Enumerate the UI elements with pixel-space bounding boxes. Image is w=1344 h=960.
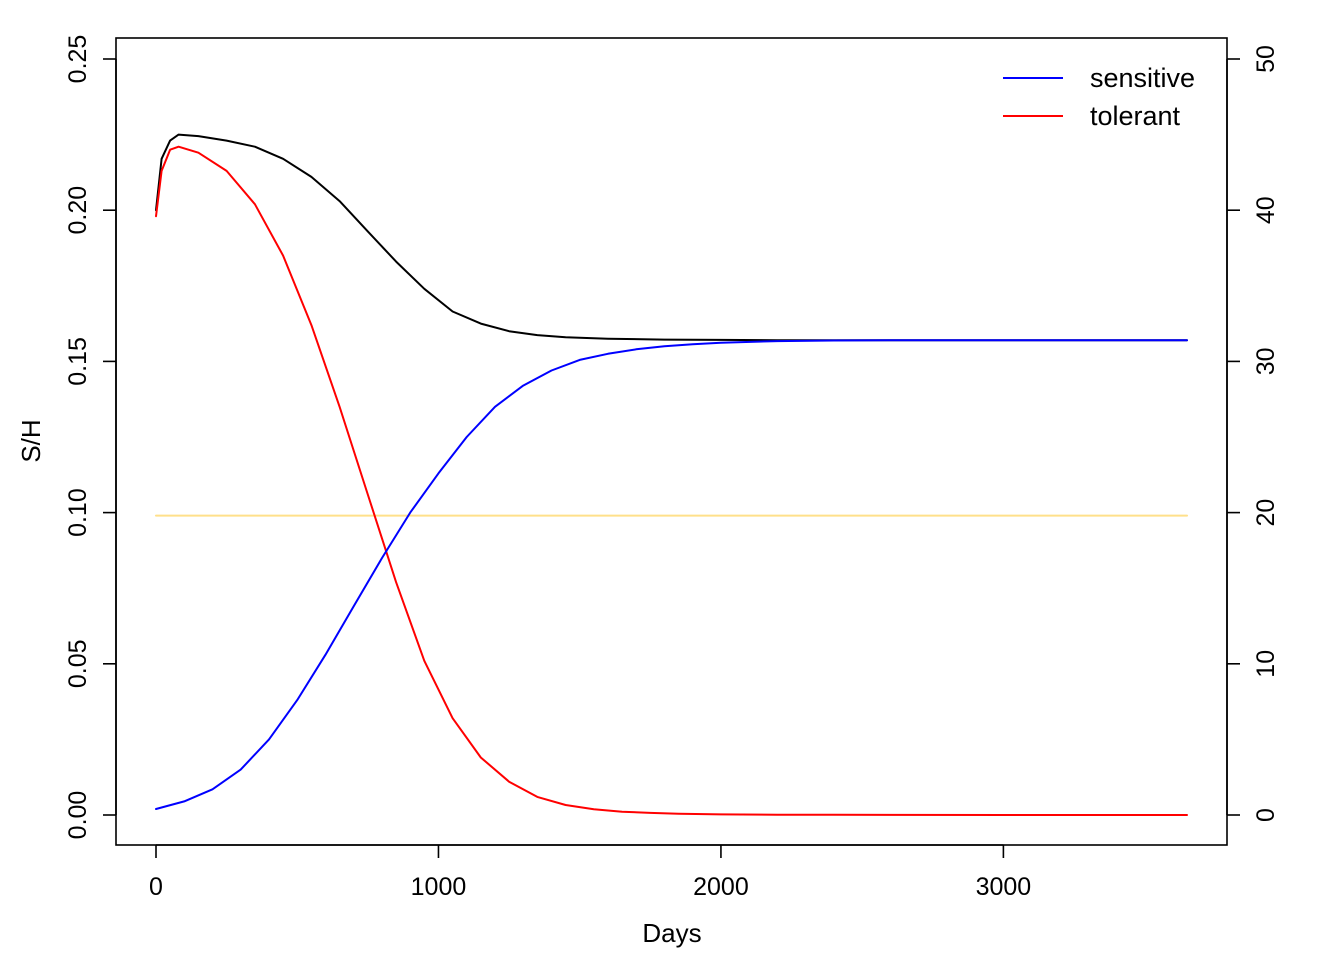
y2-tick-label: 10	[1252, 650, 1280, 678]
x-tick-label: 0	[149, 873, 163, 901]
y2-tick-label: 30	[1252, 347, 1280, 375]
y-tick-label: 0.15	[64, 337, 92, 386]
y-tick-label: 0.20	[64, 186, 92, 235]
series-line-sensitive	[155, 339, 1188, 810]
x-tick-label: 1000	[411, 873, 467, 901]
y2-tick-label: 50	[1252, 45, 1280, 73]
x-axis-title: Days	[642, 918, 701, 948]
y2-tick-label: 0	[1252, 808, 1280, 822]
series-line-tolerant	[155, 145, 1188, 816]
x-tick-label: 3000	[976, 873, 1032, 901]
x-tick-label: 2000	[693, 873, 749, 901]
y-tick-label: 0.25	[64, 35, 92, 84]
y2-tick-label: 40	[1252, 196, 1280, 224]
y-tick-label: 0.05	[64, 639, 92, 688]
series-line-3	[155, 133, 1188, 342]
y2-tick-label: 20	[1252, 499, 1280, 527]
y-tick-label: 0.10	[64, 488, 92, 537]
legend-label-sensitive: sensitive	[1090, 63, 1195, 93]
y-axis-title: S/H	[16, 419, 46, 462]
legend-label-tolerant: tolerant	[1090, 101, 1181, 131]
y-tick-label: 0.00	[64, 791, 92, 840]
